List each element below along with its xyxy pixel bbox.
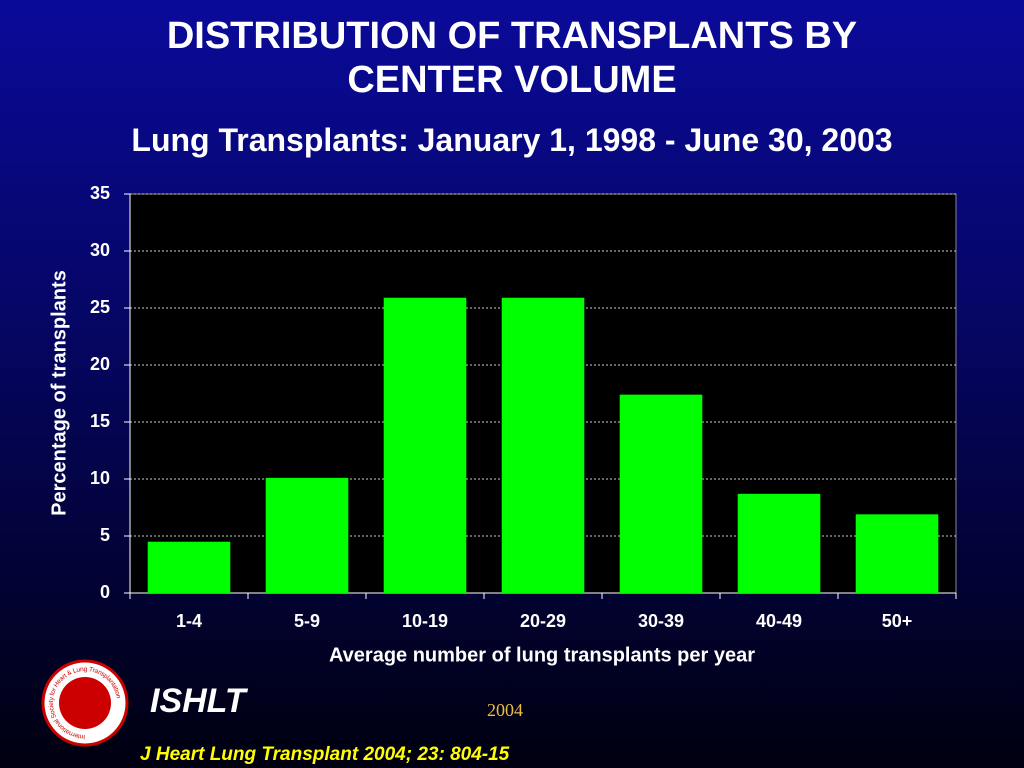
org-name: ISHLT — [150, 682, 249, 720]
y-tick-label: 25 — [90, 297, 110, 317]
y-tick-label: 10 — [90, 468, 110, 488]
bar — [737, 493, 821, 593]
logo: International Society for Heart & Lung T… — [41, 659, 129, 747]
bar — [147, 541, 231, 593]
chart-subtitle: Lung Transplants: January 1, 1998 - June… — [131, 122, 893, 158]
y-tick-label: 15 — [90, 411, 110, 431]
y-axis-label: Percentage of transplants — [48, 270, 70, 516]
x-tick-label: 10-19 — [402, 611, 448, 631]
chart-title: DISTRIBUTION OF TRANSPLANTS BY CENTER VO… — [166, 15, 858, 101]
y-tick-label: 5 — [100, 525, 110, 545]
x-axis-label: Average number of lung transplants per y… — [329, 644, 755, 666]
citation: J Heart Lung Transplant 2004; 23: 804-15 — [140, 744, 510, 765]
x-tick-label: 20-29 — [520, 611, 566, 631]
x-tick-label: 5-9 — [294, 611, 320, 631]
logo-core — [59, 677, 111, 729]
bar — [501, 297, 585, 593]
y-tick-label: 35 — [90, 183, 110, 203]
x-tick-label: 30-39 — [638, 611, 684, 631]
x-tick-label: 40-49 — [756, 611, 802, 631]
bar — [265, 477, 349, 593]
y-tick-label: 0 — [100, 582, 110, 602]
bar — [855, 514, 939, 593]
x-tick-label: 1-4 — [176, 611, 202, 631]
y-tick-label: 20 — [90, 354, 110, 374]
y-tick-label: 30 — [90, 240, 110, 260]
bar — [619, 394, 703, 593]
year: 2004 — [487, 700, 523, 720]
bar — [383, 297, 467, 593]
x-tick-label: 50+ — [882, 611, 913, 631]
